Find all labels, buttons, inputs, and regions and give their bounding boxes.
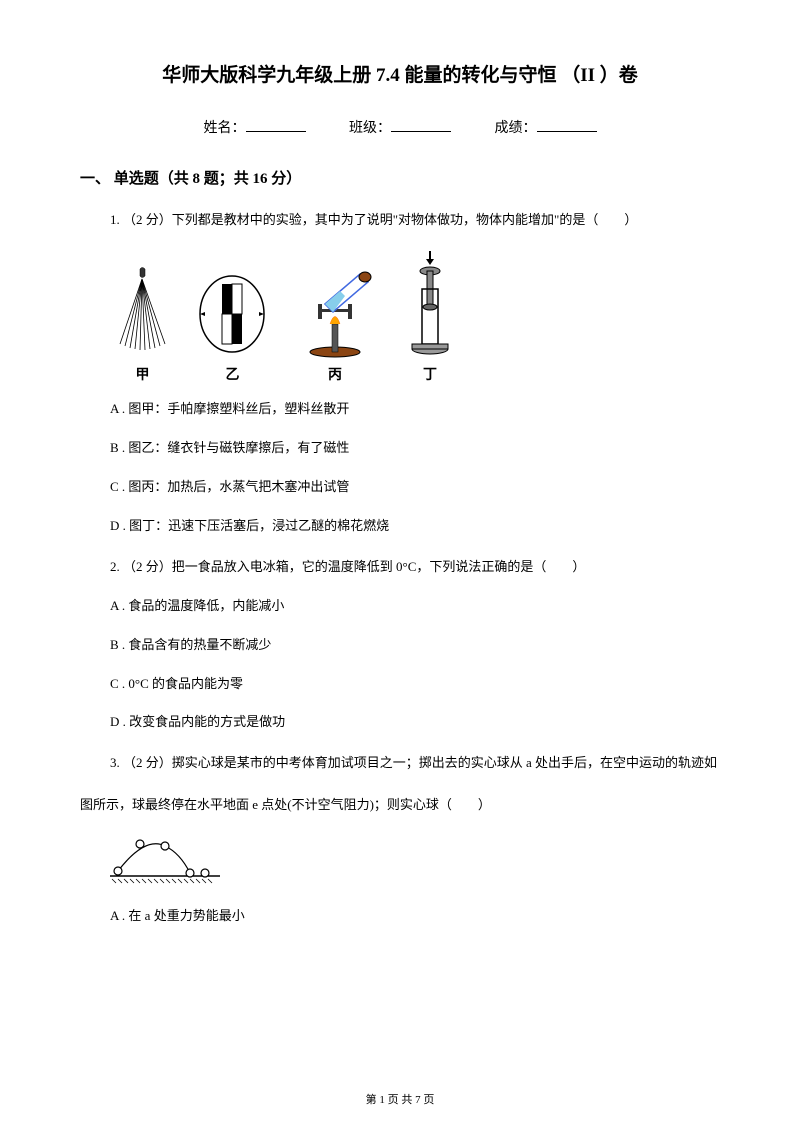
q1-option-d: D . 图丁：迅速下压活塞后，浸过乙醚的棉花燃烧 (110, 516, 720, 537)
q3-line1: 3. （2 分）掷实心球是某市的中考体育加试项目之一；掷出去的实心球从 a 处出… (110, 755, 717, 770)
question-1-figures: 甲 乙 丙 (110, 249, 720, 384)
figure-yi: 乙 (195, 264, 270, 384)
q2-option-b: B . 食品含有的热量不断减少 (110, 635, 720, 656)
figure-jia: 甲 (110, 264, 175, 384)
figure-label-yi: 乙 (226, 364, 240, 384)
page-footer: 第 1 页 共 7 页 (0, 1091, 800, 1107)
question-1-text: 1. （2 分）下列都是教材中的实验，其中为了说明"对物体做功，物体内能增加"的… (110, 208, 720, 231)
q2-option-d: D . 改变食品内能的方式是做功 (110, 712, 720, 733)
q1-option-c: C . 图丙：加热后，水蒸气把木塞冲出试管 (110, 477, 720, 498)
class-blank (391, 131, 451, 132)
question-3-text: 3. （2 分）掷实心球是某市的中考体育加试项目之一；掷出去的实心球从 a 处出… (110, 751, 720, 774)
section-header: 一、 单选题（共 8 题；共 16 分） (80, 167, 720, 188)
q2-option-a: A . 食品的温度降低，内能减小 (110, 596, 720, 617)
plastic-threads-icon (110, 264, 175, 359)
trajectory-icon (110, 831, 220, 886)
document-title: 华师大版科学九年级上册 7.4 能量的转化与守恒 （II ）卷 (80, 60, 720, 87)
student-info-row: 姓名： 班级： 成绩： (80, 117, 720, 137)
piston-tube-icon (400, 249, 460, 359)
score-label: 成绩： (495, 121, 537, 136)
trajectory-figure (110, 831, 720, 891)
figure-label-jia: 甲 (136, 364, 150, 384)
class-label: 班级： (349, 121, 391, 136)
figure-label-ding: 丁 (423, 364, 437, 384)
score-blank (537, 131, 597, 132)
q3-line2: 图所示，球最终停在水平地面 e 点处(不计空气阻力)；则实心球（ ） (80, 793, 720, 816)
magnet-needle-icon (195, 264, 270, 359)
question-2-text: 2. （2 分）把一食品放入电冰箱，它的温度降低到 0°C，下列说法正确的是（ … (110, 555, 720, 578)
heating-tube-icon (290, 264, 380, 359)
q2-option-c: C . 0°C 的食品内能为零 (110, 674, 720, 695)
q3-option-a: A . 在 a 处重力势能最小 (110, 906, 720, 927)
name-label: 姓名： (204, 121, 246, 136)
figure-ding: 丁 (400, 249, 460, 384)
q1-option-a: A . 图甲：手帕摩擦塑料丝后，塑料丝散开 (110, 399, 720, 420)
q1-option-b: B . 图乙：缝衣针与磁铁摩擦后，有了磁性 (110, 438, 720, 459)
figure-label-bing: 丙 (328, 364, 342, 384)
figure-bing: 丙 (290, 264, 380, 384)
name-blank (246, 131, 306, 132)
